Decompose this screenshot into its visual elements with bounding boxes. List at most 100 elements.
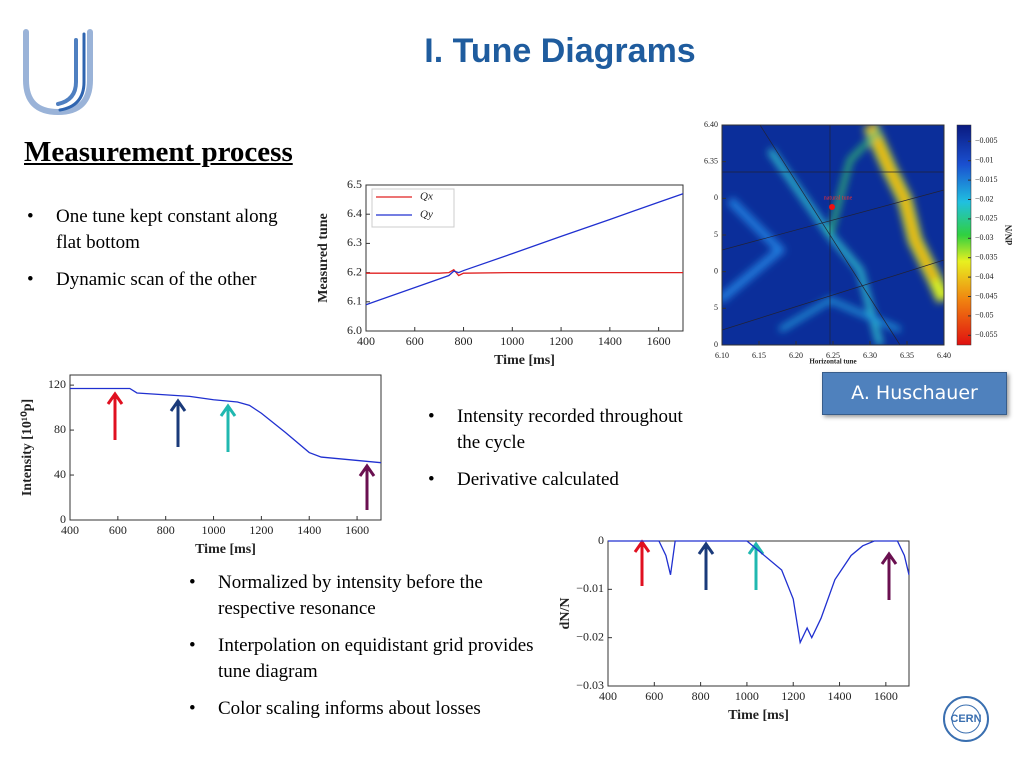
colorbar-tick-label: −0.01 [975, 156, 994, 165]
x-tick-label: 1600 [345, 523, 369, 537]
colorbar-tick-label: −0.03 [975, 233, 994, 242]
x-tick-label: 1000 [500, 334, 524, 348]
x-tick-label: 400 [61, 523, 79, 537]
bullet-list: One tune kept constant along flat bottom… [24, 204, 294, 304]
colorbar-tick-label: −0.02 [975, 194, 994, 203]
x-tick-label: 6.25 [826, 351, 840, 360]
y-tick-label: 40 [54, 467, 66, 481]
colorbar-tick-label: −0.045 [975, 291, 998, 300]
cern-logo: CERN [943, 696, 989, 742]
x-tick-label: 6.30 [863, 351, 877, 360]
credit-button[interactable]: A. Huschauer [822, 372, 1007, 415]
y-tick-label: 6.2 [347, 264, 362, 278]
y-axis-label: dN/N [558, 598, 573, 630]
y-tick-label: −0.01 [576, 581, 604, 595]
x-tick-label: 1600 [647, 334, 671, 348]
x-tick-label: 400 [599, 689, 617, 703]
x-tick-label: 1200 [249, 523, 273, 537]
y-tick-label: 6.3 [347, 235, 362, 249]
data-line [70, 387, 382, 464]
heatmap-art [722, 125, 944, 345]
y-axis-label: Intensity [10¹⁰p] [20, 399, 35, 496]
colorbar-label: dN/N [1004, 224, 1014, 245]
x-tick-label: 800 [455, 334, 473, 348]
bullet: Interpolation on equidistant grid provid… [186, 633, 546, 685]
x-tick-label: 600 [109, 523, 127, 537]
y-tick-label: 0 [714, 340, 718, 349]
y-tick-label: 6.40 [704, 120, 718, 129]
bullet: Color scaling informs about losses [186, 696, 546, 722]
colorbar-tick-label: −0.055 [975, 330, 998, 339]
y-tick-label: 6.4 [347, 206, 362, 220]
bullet: Intensity recorded throughout the cycle [425, 404, 685, 456]
colorbar-tick-label: −0.05 [975, 311, 994, 320]
legend-box [371, 188, 455, 228]
y-tick-label: 120 [48, 377, 66, 391]
x-axis-label: Time [ms] [195, 542, 256, 557]
x-tick-label: 1400 [598, 334, 622, 348]
data-line [608, 540, 910, 645]
x-tick-label: 1600 [874, 689, 898, 703]
colorbar-tick-label: −0.025 [975, 214, 998, 223]
plot-frame [69, 374, 382, 521]
section-heading: Measurement process [24, 136, 293, 168]
y-tick-label: −0.03 [576, 678, 604, 692]
colorbar [956, 124, 972, 346]
y-tick-label: 5 [714, 230, 718, 239]
x-tick-label: 1000 [202, 523, 226, 537]
y-tick-label: 0 [714, 266, 718, 275]
colorbar-tick-label: −0.015 [975, 175, 998, 184]
x-tick-label: 6.35 [900, 351, 914, 360]
data-line [366, 268, 683, 277]
colorbar-tick-label: −0.035 [975, 253, 998, 262]
x-tick-label: 6.20 [789, 351, 803, 360]
y-tick-label: 0 [714, 193, 718, 202]
y-tick-label: 0 [598, 533, 604, 547]
x-tick-label: 1000 [735, 689, 759, 703]
bullet-list: Normalized by intensity before the respe… [186, 570, 546, 733]
bullet: One tune kept constant along flat bottom [24, 204, 294, 256]
x-axis-label: Horizontal tune [809, 358, 856, 366]
bullet: Dynamic scan of the other [24, 267, 294, 293]
x-tick-label: 1200 [781, 689, 805, 703]
x-tick-label: 6.40 [937, 351, 951, 360]
y-tick-label: 6.35 [704, 156, 718, 165]
bullet: Normalized by intensity before the respe… [186, 570, 546, 622]
slide-title: I. Tune Diagrams [424, 32, 696, 70]
bullet: Derivative calculated [425, 467, 685, 493]
plot-frame [365, 184, 684, 332]
plot-frame [607, 540, 910, 687]
colorbar-tick-label: −0.005 [975, 136, 998, 145]
x-tick-label: 400 [357, 334, 375, 348]
data-line [365, 193, 684, 306]
legend-label: Qx [420, 191, 433, 203]
arrows [106, 391, 898, 600]
y-tick-label: 6.1 [347, 294, 362, 308]
bullet-list: Intensity recorded throughout the cycle … [425, 404, 685, 504]
x-tick-label: 1200 [549, 334, 573, 348]
y-tick-label: 5 [714, 303, 718, 312]
y-tick-label: 6.5 [347, 177, 362, 191]
x-tick-label: 800 [157, 523, 175, 537]
logo-u [23, 29, 93, 116]
y-tick-label: 80 [54, 422, 66, 436]
x-tick-label: 600 [645, 689, 663, 703]
x-tick-label: 1400 [297, 523, 321, 537]
y-tick-label: 0 [60, 512, 66, 526]
x-tick-label: 1400 [828, 689, 852, 703]
cern-logo-text: CERN [950, 713, 981, 725]
legend-label: Qy [420, 209, 433, 221]
x-tick-label: 6.10 [715, 351, 729, 360]
x-tick-label: 6.15 [752, 351, 766, 360]
x-tick-label: 800 [692, 689, 710, 703]
y-axis-label: Measured tune [316, 213, 331, 303]
x-axis-label: Time [ms] [728, 708, 789, 723]
y-tick-label: −0.02 [576, 629, 604, 643]
x-axis-label: Time [ms] [494, 353, 555, 368]
colorbar-tick-label: −0.04 [975, 272, 994, 281]
x-tick-label: 600 [406, 334, 424, 348]
y-tick-label: 6.0 [347, 323, 362, 337]
heatmap-annotation: natural tune [824, 195, 853, 201]
